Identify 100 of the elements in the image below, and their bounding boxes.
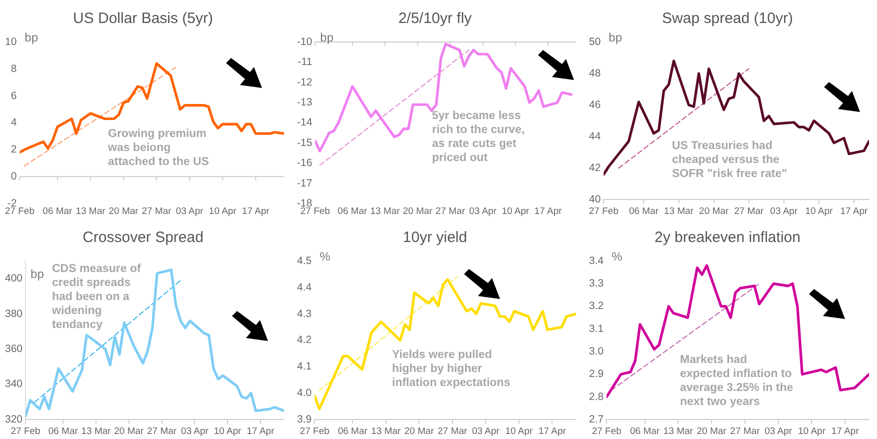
x-tick-label: 20 Mar	[696, 426, 726, 437]
annotation: US Treasuries had cheaped versus the SOFR "risk free rate"	[672, 140, 788, 180]
chart-title: Crossover Spread	[82, 229, 204, 246]
chart-title: 2/5/10yr fly	[398, 10, 472, 28]
annotation: 5yr became less rich to the curve, as rate cuts get priced out	[432, 110, 525, 164]
chart-title: US Dollar Basis (5yr)	[72, 10, 214, 28]
x-tick-label: 27 Mar	[730, 426, 760, 437]
y-tick-label: 50	[588, 36, 601, 48]
y-tick-label: -14	[296, 116, 312, 129]
y-tick-label: 42	[588, 162, 601, 174]
y-tick-label: 320	[4, 413, 23, 426]
y-tick-label: 3.9	[296, 413, 312, 426]
x-tick-label: 20 Mar	[108, 206, 138, 217]
y-tick-label: 3.0	[588, 346, 604, 358]
x-tick-label: 13 Mar	[371, 426, 401, 437]
y-axis-title: %	[612, 249, 623, 264]
y-tick-label: 4.2	[296, 334, 312, 346]
x-tick-label: 10 Apr	[505, 426, 533, 437]
y-tick-label: 4.0	[296, 387, 312, 400]
x-tick-label: 06 Mar	[628, 206, 659, 217]
chart-title: 10yr yield	[402, 229, 468, 246]
x-tick-label: 13 Mar	[76, 206, 106, 217]
y-tick-label: 4	[10, 116, 17, 129]
y-tick-label: 3.1	[588, 322, 604, 335]
chart-title: Swap spread (10yr)	[662, 10, 793, 28]
annotation: Growing premium was beiong attached to the US	[107, 128, 210, 168]
y-tick-label: 2.8	[588, 390, 604, 403]
x-tick-label: 27 Mar	[147, 426, 177, 437]
x-tick-label: 10 Apr	[214, 426, 242, 437]
y-tick-label: -13	[296, 96, 312, 108]
y-tick-label: 48	[588, 67, 601, 80]
chart-title: 2y breakeven inflation	[654, 229, 800, 246]
x-tick-label: 03 Apr	[180, 426, 208, 437]
x-tick-label: 10 Apr	[798, 426, 826, 437]
y-tick-label: 380	[4, 308, 23, 320]
x-tick-label: 13 Mar	[81, 426, 111, 437]
annotation: Markets had expected inflation to average 3.25% in the next two years	[680, 354, 794, 408]
x-tick-label: 03 Apr	[770, 206, 798, 217]
x-tick-label: 06 Mar	[338, 426, 368, 437]
y-tick-label: 44	[588, 130, 601, 142]
x-tick-label: 10 Apr	[208, 206, 236, 217]
y-tick-label: 4.4	[296, 281, 312, 294]
x-tick-label: 27 Mar	[435, 206, 466, 217]
y-tick-label: 360	[4, 343, 23, 355]
x-tick-label: 06 Mar	[630, 426, 660, 437]
x-tick-label: 27 Feb	[588, 206, 618, 217]
y-tick-label: 340	[4, 378, 23, 390]
y-tick-label: -11	[298, 56, 312, 68]
x-tick-label: 13 Mar	[370, 206, 400, 217]
x-tick-label: 03 Apr	[472, 426, 500, 437]
x-tick-label: 06 Mar	[338, 206, 368, 217]
x-tick-label: 20 Mar	[114, 426, 144, 437]
y-axis-title: bp	[608, 30, 622, 44]
y-tick-label: 4.5	[296, 254, 312, 267]
y-axis-title: %	[320, 249, 331, 264]
x-tick-label: 03 Apr	[176, 206, 204, 217]
x-tick-label: 03 Apr	[469, 206, 497, 217]
x-tick-label: 10 Apr	[502, 206, 530, 217]
x-tick-label: 06 Mar	[42, 206, 72, 217]
x-tick-label: 20 Mar	[402, 206, 432, 217]
x-tick-label: 17 Apr	[831, 426, 859, 437]
y-tick-label: -15	[296, 136, 312, 149]
x-tick-label: 27 Feb	[300, 426, 330, 437]
y-tick-label: 46	[588, 98, 601, 111]
x-tick-label: 27 Feb	[592, 426, 622, 437]
x-tick-label: 17 Apr	[538, 426, 566, 437]
annotation: Yields were pulled higher by higher inflation expectations	[392, 348, 510, 389]
x-tick-label: 17 Apr	[840, 206, 868, 217]
x-tick-label: 27 Mar	[734, 206, 764, 217]
y-tick-label: 8	[10, 62, 17, 75]
x-tick-label: 17 Apr	[242, 206, 270, 217]
y-tick-label: 6	[10, 90, 17, 102]
x-tick-label: 27 Feb	[300, 206, 330, 217]
x-tick-label: 20 Mar	[699, 206, 729, 217]
y-tick-label: 2.7	[588, 413, 604, 426]
x-tick-label: 27 Feb	[10, 426, 40, 437]
x-tick-label: 10 Apr	[805, 206, 833, 217]
y-tick-label: 2	[10, 144, 17, 156]
y-tick-label: -17	[296, 177, 312, 190]
x-tick-label: 06 Mar	[48, 426, 78, 437]
y-tick-label: 400	[4, 272, 23, 285]
x-tick-label: 13 Mar	[663, 426, 693, 437]
y-tick-label: -16	[296, 157, 312, 170]
y-axis-title: bp	[24, 30, 38, 44]
y-tick-label: 3.3	[588, 278, 604, 290]
y-axis-title: bp	[320, 30, 334, 44]
y-tick-label: 2.9	[588, 368, 604, 380]
x-tick-label: 27 Mar	[142, 206, 172, 217]
x-tick-label: 27 Mar	[438, 426, 468, 437]
y-tick-label: 10	[4, 36, 17, 48]
y-tick-label: -10	[296, 36, 312, 48]
x-tick-label: 27 Feb	[4, 206, 34, 217]
y-tick-label: 4.3	[296, 308, 312, 320]
y-tick-label: 40	[588, 193, 601, 206]
x-tick-label: 20 Mar	[404, 426, 434, 437]
y-tick-label: 3.4	[588, 254, 604, 267]
y-tick-label: 4.1	[296, 360, 312, 373]
y-tick-label: 3.2	[588, 300, 604, 312]
x-tick-label: 03 Apr	[764, 426, 792, 437]
y-axis-title: bp	[30, 266, 44, 281]
